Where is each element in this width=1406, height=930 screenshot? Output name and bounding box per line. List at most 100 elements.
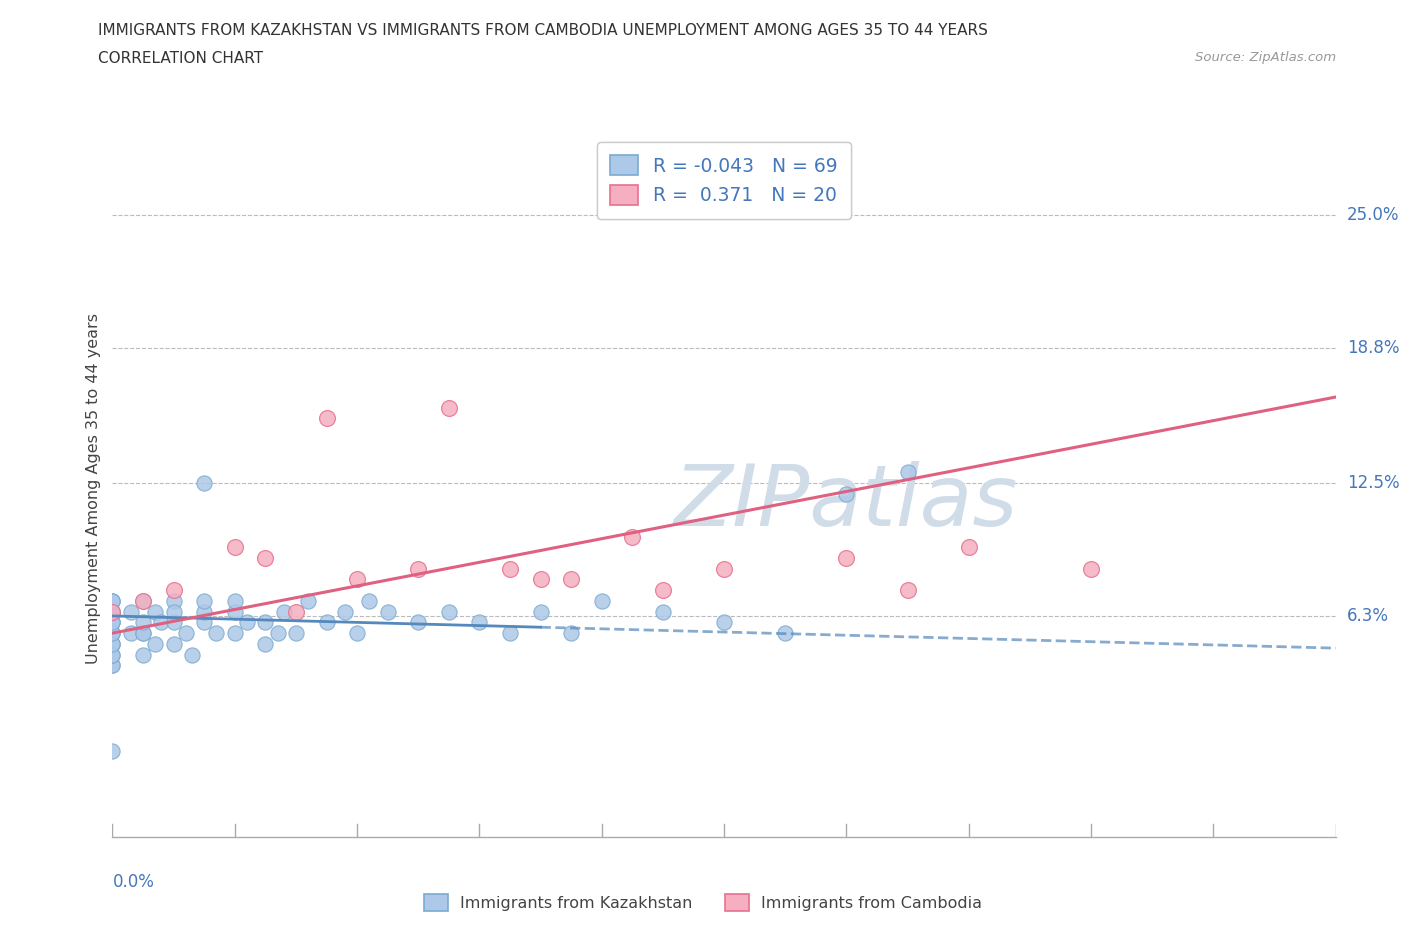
Point xyxy=(897,583,920,598)
Point xyxy=(101,593,124,608)
Point xyxy=(101,626,124,641)
Point xyxy=(101,604,124,619)
Point xyxy=(254,636,277,651)
Point xyxy=(205,626,228,641)
Text: ZIPatlas: ZIPatlas xyxy=(675,460,1018,544)
Point xyxy=(193,615,215,630)
Point xyxy=(101,647,124,662)
Point xyxy=(101,647,124,662)
Point xyxy=(132,593,155,608)
Point xyxy=(163,615,186,630)
Point xyxy=(101,615,124,630)
Point xyxy=(273,604,295,619)
Point xyxy=(120,604,142,619)
Point xyxy=(315,615,337,630)
Y-axis label: Unemployment Among Ages 35 to 44 years: Unemployment Among Ages 35 to 44 years xyxy=(86,312,101,664)
Text: 25.0%: 25.0% xyxy=(1347,206,1399,223)
Point xyxy=(101,604,124,619)
Point xyxy=(101,593,124,608)
Point xyxy=(150,615,173,630)
Text: CORRELATION CHART: CORRELATION CHART xyxy=(98,51,263,66)
Point xyxy=(591,593,613,608)
Point xyxy=(897,465,920,480)
Point xyxy=(437,400,460,415)
Point xyxy=(101,636,124,651)
Point xyxy=(835,551,858,565)
Point xyxy=(284,604,308,619)
Point xyxy=(193,604,215,619)
Point xyxy=(163,636,186,651)
Point xyxy=(101,626,124,641)
Point xyxy=(333,604,356,619)
Point xyxy=(346,572,368,587)
Point xyxy=(284,626,308,641)
Point xyxy=(315,411,337,426)
Point xyxy=(713,615,735,630)
Point xyxy=(437,604,460,619)
Point xyxy=(163,593,186,608)
Point xyxy=(143,604,166,619)
Point xyxy=(163,604,186,619)
Point xyxy=(193,593,215,608)
Text: IMMIGRANTS FROM KAZAKHSTAN VS IMMIGRANTS FROM CAMBODIA UNEMPLOYMENT AMONG AGES 3: IMMIGRANTS FROM KAZAKHSTAN VS IMMIGRANTS… xyxy=(98,23,988,38)
Point xyxy=(652,583,675,598)
Point xyxy=(652,604,675,619)
Point xyxy=(101,636,124,651)
Point xyxy=(530,572,553,587)
Point xyxy=(408,615,430,630)
Point xyxy=(266,626,288,641)
Text: 12.5%: 12.5% xyxy=(1347,474,1399,492)
Point xyxy=(132,615,155,630)
Point xyxy=(560,626,582,641)
Point xyxy=(101,744,124,759)
Text: 18.8%: 18.8% xyxy=(1347,339,1399,357)
Point xyxy=(224,593,246,608)
Point xyxy=(499,626,522,641)
Point xyxy=(224,626,246,641)
Point xyxy=(132,593,155,608)
Point xyxy=(346,626,368,641)
Point xyxy=(713,562,735,577)
Text: Source: ZipAtlas.com: Source: ZipAtlas.com xyxy=(1195,51,1336,64)
Point xyxy=(101,604,124,619)
Point xyxy=(101,658,124,672)
Point xyxy=(621,529,644,544)
Point xyxy=(120,626,142,641)
Point xyxy=(181,647,204,662)
Point xyxy=(236,615,259,630)
Point xyxy=(377,604,399,619)
Text: 6.3%: 6.3% xyxy=(1347,607,1389,625)
Point xyxy=(101,636,124,651)
Point xyxy=(132,626,155,641)
Legend: R = -0.043   N = 69, R =  0.371   N = 20: R = -0.043 N = 69, R = 0.371 N = 20 xyxy=(598,142,851,219)
Legend: Immigrants from Kazakhstan, Immigrants from Cambodia: Immigrants from Kazakhstan, Immigrants f… xyxy=(418,888,988,917)
Point xyxy=(143,636,166,651)
Point xyxy=(101,626,124,641)
Point xyxy=(297,593,319,608)
Point xyxy=(468,615,491,630)
Point xyxy=(101,658,124,672)
Point xyxy=(530,604,553,619)
Point xyxy=(224,604,246,619)
Point xyxy=(560,572,582,587)
Point xyxy=(957,539,980,554)
Point xyxy=(101,604,124,619)
Point xyxy=(254,551,277,565)
Point xyxy=(193,475,215,490)
Point xyxy=(775,626,797,641)
Point xyxy=(132,647,155,662)
Point xyxy=(174,626,197,641)
Text: 0.0%: 0.0% xyxy=(112,873,155,891)
Point xyxy=(101,615,124,630)
Point xyxy=(101,615,124,630)
Point xyxy=(254,615,277,630)
Point xyxy=(224,539,246,554)
Point xyxy=(835,486,858,501)
Point xyxy=(101,604,124,619)
Point xyxy=(132,626,155,641)
Point xyxy=(1080,562,1102,577)
Point xyxy=(163,583,186,598)
Point xyxy=(499,562,522,577)
Point xyxy=(408,562,430,577)
Point xyxy=(359,593,381,608)
